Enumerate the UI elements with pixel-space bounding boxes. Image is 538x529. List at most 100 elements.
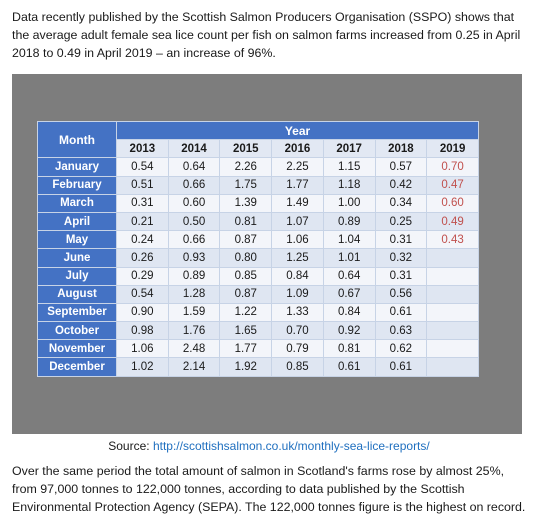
value-cell: 1.00 bbox=[322, 193, 376, 213]
value-cell bbox=[426, 248, 479, 268]
value-cell: 1.01 bbox=[322, 248, 376, 268]
value-cell: 1.02 bbox=[116, 357, 169, 377]
value-cell: 0.80 bbox=[219, 248, 273, 268]
value-cell: 2.48 bbox=[167, 339, 221, 359]
table-row: March 0.31 0.60 1.39 1.49 1.00 0.34 0.60 bbox=[37, 193, 479, 213]
month-cell: April bbox=[37, 211, 117, 232]
source-label: Source: bbox=[108, 439, 153, 453]
month-cell: September bbox=[37, 302, 117, 323]
value-cell: 1.07 bbox=[271, 211, 324, 232]
year-header: Year bbox=[116, 120, 479, 141]
value-cell: 2.26 bbox=[219, 157, 273, 177]
value-cell: 1.18 bbox=[322, 175, 376, 195]
table-body: January 0.54 0.64 2.26 2.25 1.15 0.57 0.70 Febru… bbox=[37, 157, 479, 377]
value-cell: 0.54 bbox=[116, 284, 169, 304]
value-cell: 0.26 bbox=[116, 248, 169, 268]
value-cell: 2.25 bbox=[271, 157, 324, 177]
month-cell: January bbox=[37, 157, 117, 177]
value-cell bbox=[426, 284, 479, 304]
value-cell: 0.21 bbox=[116, 211, 169, 232]
value-cell: 1.28 bbox=[167, 284, 221, 304]
value-cell: 1.59 bbox=[167, 302, 221, 323]
value-cell: 0.34 bbox=[374, 193, 428, 213]
source-line: Source: http://scottishsalmon.co.uk/mont… bbox=[0, 439, 538, 453]
value-cell: 1.09 bbox=[271, 284, 324, 304]
value-cell: 2.14 bbox=[167, 357, 221, 377]
month-cell: June bbox=[37, 248, 117, 268]
value-cell: 0.56 bbox=[374, 284, 428, 304]
year-header-cell: 2019 bbox=[426, 139, 479, 159]
month-cell: August bbox=[37, 284, 117, 304]
year-header-cell: 2017 bbox=[322, 139, 376, 159]
table-image: Month Year 2013 2014 2015 2016 2017 2018 2019 … bbox=[12, 74, 522, 434]
value-cell: 0.61 bbox=[374, 357, 428, 377]
year-header-cell: 2014 bbox=[167, 139, 221, 159]
value-cell: 0.60 bbox=[167, 193, 221, 213]
value-cell: 0.61 bbox=[374, 302, 428, 323]
value-cell: 1.04 bbox=[322, 230, 376, 250]
table-row: May 0.24 0.66 0.87 1.06 1.04 0.31 0.43 bbox=[37, 230, 479, 250]
table-row: April 0.21 0.50 0.81 1.07 0.89 0.25 0.49 bbox=[37, 211, 479, 232]
outro-paragraph: Over the same period the total amount of… bbox=[12, 464, 526, 514]
value-cell: 0.32 bbox=[374, 248, 428, 268]
value-cell: 0.50 bbox=[167, 211, 221, 232]
value-cell: 1.25 bbox=[271, 248, 324, 268]
value-cell: 0.70 bbox=[271, 321, 324, 341]
value-cell: 1.75 bbox=[219, 175, 273, 195]
value-cell: 0.43 bbox=[426, 230, 479, 250]
sea-lice-table: Month Year 2013 2014 2015 2016 2017 2018 2019 … bbox=[37, 120, 479, 377]
value-cell: 0.66 bbox=[167, 175, 221, 195]
value-cell: 0.64 bbox=[322, 266, 376, 286]
year-header-cell: 2015 bbox=[219, 139, 273, 159]
month-cell: November bbox=[37, 339, 117, 359]
table-row: December 1.02 2.14 1.92 0.85 0.61 0.61 bbox=[37, 357, 479, 377]
month-cell: March bbox=[37, 193, 117, 213]
sea-lice-table-container: Month Year 2013 2014 2015 2016 2017 2018 2019 … bbox=[37, 120, 479, 377]
value-cell: 0.87 bbox=[219, 284, 273, 304]
value-cell: 1.15 bbox=[322, 157, 376, 177]
value-cell: 0.42 bbox=[374, 175, 428, 195]
table-row: October 0.98 1.76 1.65 0.70 0.92 0.63 bbox=[37, 321, 479, 341]
value-cell: 0.57 bbox=[374, 157, 428, 177]
year-header-cell: 2013 bbox=[116, 139, 169, 159]
value-cell: 0.31 bbox=[116, 193, 169, 213]
value-cell bbox=[426, 302, 479, 323]
table-row: August 0.54 1.28 0.87 1.09 0.67 0.56 bbox=[37, 284, 479, 304]
value-cell: 0.89 bbox=[322, 211, 376, 232]
value-cell: 0.84 bbox=[271, 266, 324, 286]
value-cell: 0.85 bbox=[219, 266, 273, 286]
value-cell: 0.85 bbox=[271, 357, 324, 377]
value-cell: 0.66 bbox=[167, 230, 221, 250]
value-cell: 0.49 bbox=[426, 211, 479, 232]
value-cell: 0.29 bbox=[116, 266, 169, 286]
year-header-cell: 2016 bbox=[271, 139, 324, 159]
source-link[interactable]: http://scottishsalmon.co.uk/monthly-sea-… bbox=[152, 439, 430, 453]
value-cell: 1.76 bbox=[167, 321, 221, 341]
value-cell: 1.06 bbox=[116, 339, 169, 359]
intro-paragraph: Data recently published by the Scottish … bbox=[12, 10, 521, 60]
value-cell: 0.89 bbox=[167, 266, 221, 286]
value-cell: 0.84 bbox=[322, 302, 376, 323]
month-cell: May bbox=[37, 230, 117, 250]
value-cell: 1.92 bbox=[219, 357, 273, 377]
month-cell: December bbox=[37, 357, 117, 377]
value-cell: 0.63 bbox=[374, 321, 428, 341]
value-cell: 0.61 bbox=[322, 357, 376, 377]
month-cell: February bbox=[37, 175, 117, 195]
value-cell bbox=[426, 266, 479, 286]
value-cell: 1.22 bbox=[219, 302, 273, 323]
value-cell: 0.62 bbox=[374, 339, 428, 359]
value-cell: 0.90 bbox=[116, 302, 169, 323]
table-row: February 0.51 0.66 1.75 1.77 1.18 0.42 0.47 bbox=[37, 175, 479, 195]
value-cell: 1.65 bbox=[219, 321, 273, 341]
value-cell: 0.98 bbox=[116, 321, 169, 341]
month-header: Month bbox=[37, 120, 117, 159]
value-cell bbox=[426, 321, 479, 341]
value-cell: 0.60 bbox=[426, 193, 479, 213]
value-cell: 0.47 bbox=[426, 175, 479, 195]
table-row: July 0.29 0.89 0.85 0.84 0.64 0.31 bbox=[37, 266, 479, 286]
value-cell: 0.79 bbox=[271, 339, 324, 359]
value-cell: 0.25 bbox=[374, 211, 428, 232]
month-cell: October bbox=[37, 321, 117, 341]
year-header-cell: 2018 bbox=[374, 139, 428, 159]
